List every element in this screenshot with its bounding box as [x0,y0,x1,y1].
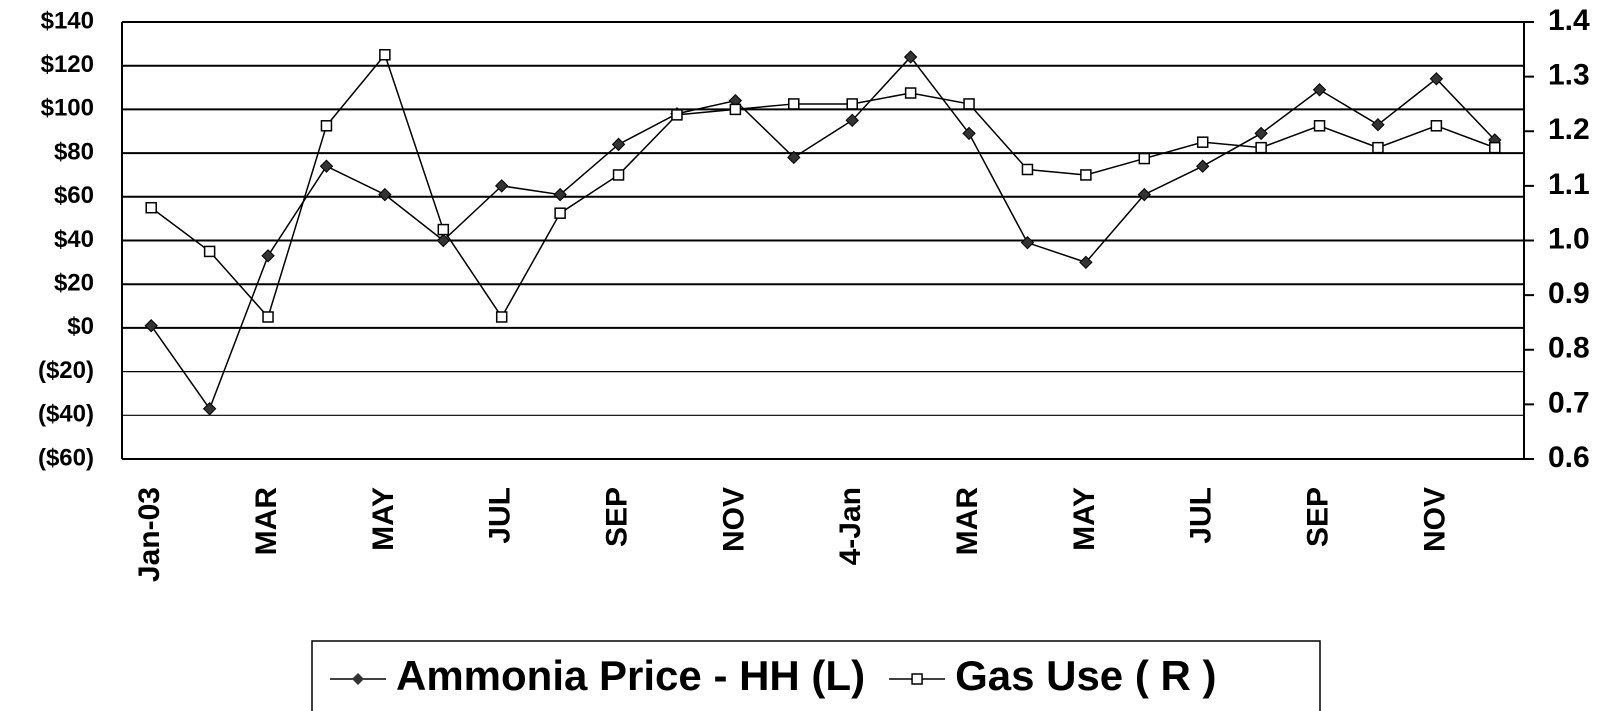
x-tick-label: MAY [1068,487,1101,551]
x-tick-label: MAR [250,487,283,556]
y2-tick-label: 0.9 [1548,277,1590,310]
legend-label: Gas Use ( R ) [955,652,1216,699]
point [962,126,976,141]
point [903,50,918,64]
point [1429,72,1444,86]
point [904,87,917,99]
x-tick-label: NOV [717,487,750,552]
point [1430,120,1443,132]
y-tick-label: $100 [41,95,94,122]
y2-tick-label: 0.7 [1548,386,1590,419]
x-tick-label: MAY [367,487,400,551]
y-tick-label: ($60) [38,444,94,471]
point [319,159,334,173]
point [1371,117,1385,132]
series-line [150,53,1496,319]
x-tick-group: 4-Jan [834,487,867,565]
x-tick-group: Jan-03 [133,487,166,582]
x-tick-group: NOV [1418,487,1451,552]
point [1079,255,1093,270]
point [1312,83,1327,97]
point [554,207,566,219]
x-tick-label: Jan-03 [133,487,166,582]
x-tick-group: SEP [1301,487,1334,547]
point [1021,163,1034,176]
point [1372,141,1384,154]
y2-tick-label: 1.1 [1548,168,1590,201]
point [1080,169,1092,181]
point [437,223,450,236]
point [1489,141,1501,154]
point [1137,187,1151,202]
point [1196,136,1209,148]
point [788,98,800,110]
y2-tick-label: 0.8 [1548,332,1590,365]
x-tick-group: MAY [367,487,400,551]
point [1196,159,1210,173]
y-tick-label: $120 [41,51,94,78]
point [553,187,567,202]
y2-tick-label: 1.2 [1548,113,1590,146]
y2-tick-label: 1.3 [1548,59,1590,92]
point [612,169,625,181]
point [846,98,858,110]
x-tick-label: SEP [1301,487,1334,547]
point [1254,126,1268,141]
point [262,311,274,323]
point [378,187,392,202]
x-tick-label: SEP [600,487,633,547]
point [202,402,217,416]
x-tick-label: JUL [484,487,517,544]
y-tick-label: $0 [67,313,94,340]
point [436,233,450,248]
point [203,245,216,258]
point [495,311,508,323]
legend-marker [352,673,364,685]
point [671,109,683,121]
y2-tick-label: 1.0 [1548,222,1590,255]
point [1138,152,1151,165]
legend-marker [911,673,923,685]
point [144,319,158,333]
point [320,120,333,132]
y-tick-label: $20 [54,270,94,297]
point [1020,235,1035,250]
x-tick-group: NOV [717,487,750,552]
x-tick-group: MAY [1068,487,1101,551]
series-line [150,55,1496,411]
point [611,137,626,152]
y2-tick-label: 0.6 [1548,441,1590,474]
point [145,201,157,214]
x-tick-label: MAR [951,487,984,556]
point [261,249,275,263]
y-tick-label: $140 [41,7,94,34]
y-tick-label: $40 [54,226,94,253]
x-tick-group: MAR [250,487,283,556]
point [1255,141,1267,154]
x-tick-group: JUL [1185,487,1218,544]
y-tick-label: $60 [54,182,94,209]
x-tick-label: NOV [1418,487,1451,552]
point [787,150,801,165]
x-tick-group: SEP [600,487,633,547]
y-tick-label: ($20) [38,357,94,384]
x-tick-label: JUL [1185,487,1218,544]
point [845,113,859,128]
y-tick-label: ($40) [38,401,94,428]
point [1313,120,1326,132]
point [963,98,975,110]
point [379,49,391,61]
x-tick-label: 4-Jan [834,487,867,565]
point [729,103,742,116]
legend-label: Ammonia Price - HH (L) [396,652,865,699]
point [495,179,509,193]
x-tick-group: JUL [484,487,517,544]
legend-box [311,640,1321,711]
x-tick-group: MAR [951,487,984,556]
y-tick-label: $80 [54,138,94,165]
y2-tick-label: 1.4 [1548,4,1590,37]
